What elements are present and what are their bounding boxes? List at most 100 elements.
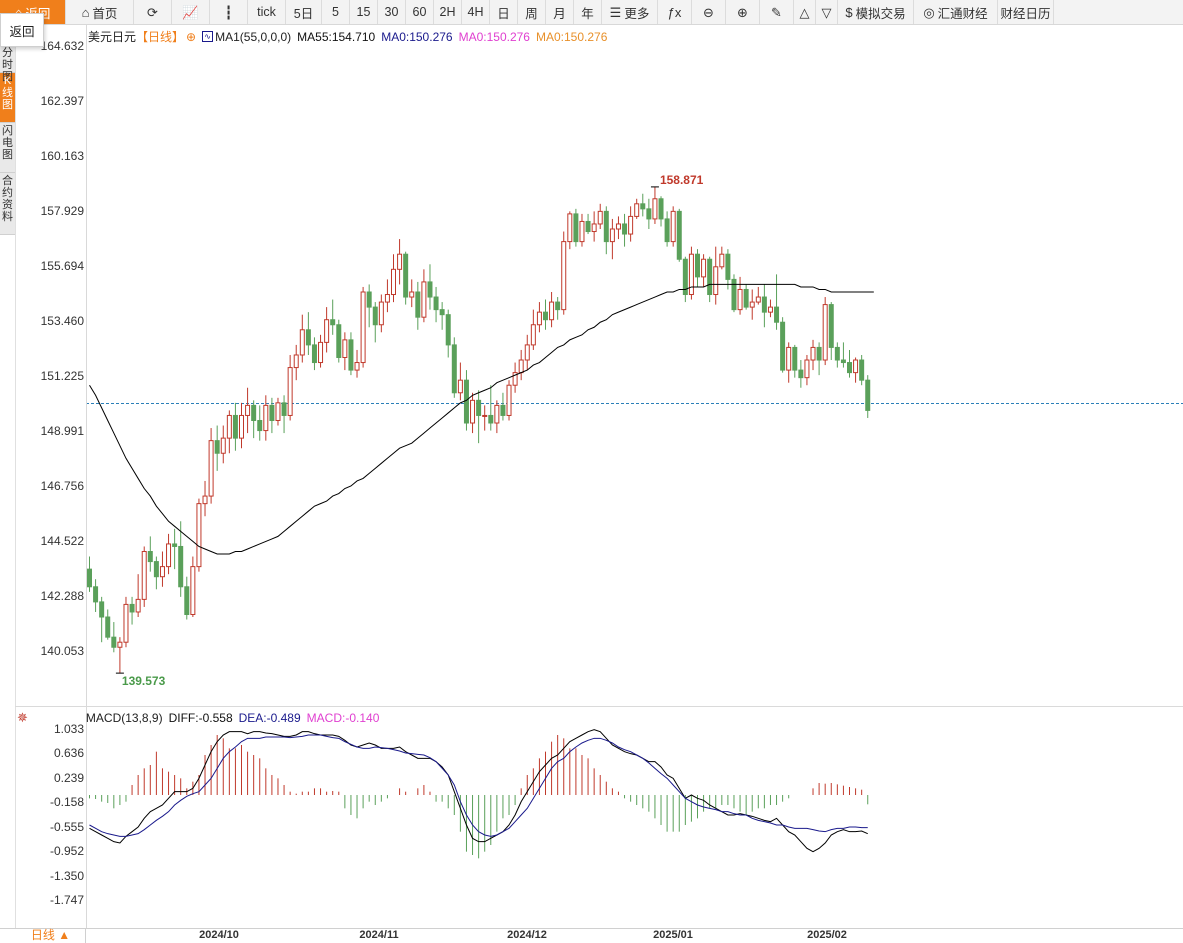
toolbar-item-text[interactable]: 4H [462,0,490,24]
toolbar-item-text[interactable]: 日 [490,0,518,24]
toolbar-item-text[interactable]: ◎ 汇通财经 [914,0,998,24]
candle-body [117,641,123,648]
candle-body [220,437,226,454]
candle-body [555,301,561,311]
candle-body [159,566,165,578]
toolbar-item-zoom-in-icon[interactable]: ⊕ [726,0,760,24]
high-label: 158.871 [660,173,704,187]
back-popup[interactable]: 返回 [0,13,44,47]
candle-body [767,306,773,313]
price-tick: 153.460 [40,314,84,328]
candle-body [245,404,251,416]
toolbar-item-zoom-out-icon[interactable]: ⊖ [692,0,726,24]
period-selector-button[interactable]: 日线 ▲ [16,928,86,943]
candle-body [105,616,111,638]
toolbar-item-text[interactable]: 60 [406,0,434,24]
price-tick: 142.288 [40,589,84,603]
candle-body [792,346,798,371]
toolbar-item-text[interactable]: 月 [546,0,574,24]
toolbar-item-pen-icon[interactable]: ✎ [760,0,794,24]
toolbar-label: 年 [581,6,594,21]
side-tab-flash[interactable]: 闪电图 [0,123,15,173]
toolbar-label: 15 [356,5,371,19]
legend-settings-icon[interactable]: ⊕ [186,29,197,44]
time-tick: 2024/11 [359,929,399,941]
candle-body [682,258,688,296]
candle-body [688,253,694,296]
price-tick: 140.053 [40,644,84,658]
toolbar-item-text[interactable]: ⌂ 首页 [66,0,134,24]
candle-body [318,341,324,364]
candle-body [670,210,676,243]
pane-separator [15,706,1183,707]
dollar-icon: $ [845,4,853,20]
triangle-up-icon: △ [799,4,810,20]
candle-body [834,346,840,361]
candle-body [305,329,311,346]
candle-body [713,266,719,296]
candle-body [506,384,512,416]
toolbar-item-fx-icon[interactable]: ƒx [658,0,692,24]
candle-body [591,223,597,233]
toolbar-item-refresh-icon[interactable]: ⟳ [134,0,172,24]
candle-body [166,543,172,568]
toolbar-item-candles-icon[interactable]: 📈 [172,0,210,24]
home-back-icon: ⌂ [14,4,23,20]
candle-body [530,324,536,346]
candle-body [609,228,615,243]
candle-body [342,339,348,358]
candle-body [433,296,439,311]
candle-body [311,344,317,364]
fx-icon: ƒx [667,4,682,20]
toolbar-item-text[interactable]: 年 [574,0,602,24]
candle-body [111,636,117,648]
candle-body [549,301,555,321]
legend-ma-label: MA1(55,0,0,0) [215,29,292,44]
toolbar-item-text[interactable]: 15 [350,0,378,24]
toolbar: ⌂返回⌂首页⟳📈┇tick5日51530602H4H日周月年☰更多ƒx⊖⊕✎△▽… [0,0,1183,25]
side-tab-kline[interactable]: K线图 [0,73,15,123]
candles-icon: 📈 [182,4,199,20]
candle-body [676,210,682,260]
toolbar-item-text[interactable]: 2H [434,0,462,24]
candle-body [482,414,488,417]
toolbar-item-text[interactable]: 财经日历 [998,0,1054,24]
macd-settings-icon[interactable]: ✵ [17,710,28,725]
candle-body [707,258,713,296]
toolbar-item-text[interactable]: $ 模拟交易 [838,0,914,24]
macd-tick: -0.555 [49,820,84,834]
toolbar-item-kline-icon[interactable]: ┇ [210,0,248,24]
toolbar-label: 财经日历 [1000,6,1051,21]
toolbar-item-text[interactable]: 30 [378,0,406,24]
kline-icon: ┇ [224,4,233,20]
legend-ma-icon[interactable]: ∿ [202,31,214,42]
side-tabs: 分时图 K线图 闪电图 合约资料 [0,25,15,235]
candle-body [652,198,658,220]
side-tab-contract-info[interactable]: 合约资料 [0,173,15,235]
candle-body [865,379,871,411]
candle-body [780,321,786,371]
toolbar-item-text[interactable]: 周 [518,0,546,24]
macd-diff: DIFF:-0.558 [168,711,233,725]
toolbar-item-text[interactable]: 5 [322,0,350,24]
candle-body [281,402,287,416]
candle-body [330,319,336,326]
legend-ma0-b: MA0:150.276 [458,29,530,44]
candle-body [543,311,548,321]
candle-body [640,203,646,210]
toolbar-item-triangle-down-icon[interactable]: ▽ [816,0,838,24]
macd-dea-line [89,734,868,837]
candle-body [822,304,828,361]
toolbar-label: 周 [525,6,538,21]
legend-period[interactable]: 【日线】 [136,30,185,44]
menu-icon: ☰ [609,4,622,20]
toolbar-item-triangle-up-icon[interactable]: △ [794,0,816,24]
candle-body [786,346,792,371]
candle-body [439,309,445,316]
toolbar-item-text[interactable]: ☰ 更多 [602,0,658,24]
toolbar-item-text[interactable]: tick [248,0,286,24]
toolbar-item-text[interactable]: 5日 [286,0,322,24]
candle-body [737,288,743,311]
candle-body [354,362,360,371]
